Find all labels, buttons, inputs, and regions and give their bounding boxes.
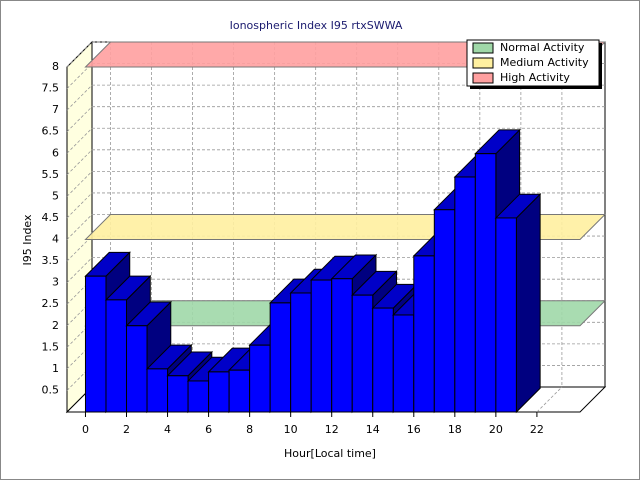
x-tick-label: 16 [407, 423, 421, 436]
bar [392, 314, 415, 413]
y-tick-label: 3 [52, 276, 59, 289]
x-axis-label: Hour[Local time] [284, 447, 376, 460]
legend-swatch [472, 42, 494, 54]
legend-label: High Activity [500, 71, 570, 84]
bar [351, 294, 374, 413]
y-tick-label: 7.5 [42, 82, 60, 95]
grid-line [66, 63, 93, 89]
y-tick-label: 4.5 [42, 211, 60, 224]
x-tick-label: 18 [448, 423, 462, 436]
x-tick-label: 10 [284, 423, 298, 436]
x-tick-label: 8 [246, 423, 253, 436]
chart-title: Ionospheric Index I95 rtxSWWA [230, 19, 403, 32]
bar [228, 369, 251, 413]
grid-line [66, 300, 93, 327]
y-tick-label: 4 [52, 233, 59, 246]
bar [126, 325, 148, 413]
y-tick-label: 5.5 [42, 168, 60, 181]
bar [310, 279, 333, 413]
grid-line [66, 41, 93, 68]
x-tick-label: 4 [164, 423, 171, 436]
grid-line [66, 149, 93, 176]
bar [105, 299, 128, 413]
legend-label: Medium Activity [500, 56, 589, 69]
bar [208, 371, 230, 413]
bar [454, 176, 476, 413]
x-tick-label: 22 [530, 423, 544, 436]
y-tick-label: 6.5 [42, 125, 60, 138]
grid-line [66, 171, 93, 197]
y-axis-label: I95 Index [21, 214, 34, 266]
grid-line [536, 386, 563, 413]
bar [372, 307, 394, 413]
bar [146, 368, 169, 413]
grid-line [66, 192, 93, 219]
x-tick-label: 2 [123, 423, 130, 436]
bar [495, 217, 517, 413]
bar [167, 375, 189, 413]
grid-line [66, 365, 93, 391]
x-tick-label: 14 [366, 423, 380, 436]
y-tick-label: 3.5 [42, 254, 60, 267]
y-tick-label: 0.5 [42, 383, 60, 396]
y-tick-label: 1 [52, 362, 59, 375]
x-tick-label: 12 [325, 423, 339, 436]
y-tick-label: 1.5 [42, 340, 60, 353]
bar [290, 292, 312, 413]
x-tick-label: 20 [489, 423, 503, 436]
bar [331, 278, 353, 413]
grid-line [66, 257, 93, 283]
x-tick-label: 0 [82, 423, 89, 436]
bar [474, 153, 497, 413]
grid-line [66, 214, 93, 240]
bar [433, 209, 456, 413]
y-tick-label: 6 [52, 146, 59, 159]
legend-label: Normal Activity [500, 41, 585, 54]
bar [249, 344, 271, 413]
bar [269, 302, 292, 413]
grid-line [66, 106, 93, 132]
bar [413, 255, 435, 413]
grid-line [66, 235, 93, 262]
grid-line [66, 127, 93, 154]
bar [84, 275, 107, 413]
bar-side [515, 192, 541, 414]
legend-swatch [472, 72, 494, 84]
y-tick-label: 5 [52, 189, 59, 202]
grid-line [66, 322, 93, 348]
grid-line [66, 84, 93, 111]
y-tick-label: 8 [52, 60, 59, 73]
y-tick-label: 2.5 [42, 297, 60, 310]
x-tick-label: 6 [205, 423, 212, 436]
grid-line [66, 343, 93, 370]
legend-swatch [472, 57, 494, 69]
bar [187, 380, 210, 413]
y-tick-label: 2 [52, 319, 59, 332]
grid-line [66, 278, 93, 305]
y-tick-label: 7 [52, 103, 59, 116]
